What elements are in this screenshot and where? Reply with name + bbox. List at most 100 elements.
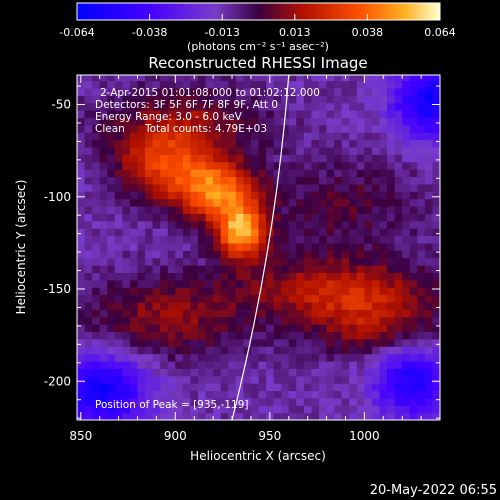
heatmap-cell (296, 294, 305, 303)
heatmap-cell (394, 198, 403, 207)
heatmap-cell (258, 213, 267, 222)
heatmap-cell (281, 331, 290, 340)
heatmap-cell (190, 228, 199, 237)
heatmap-cell (424, 331, 434, 340)
heatmap-cell (356, 287, 365, 296)
heatmap-cell (402, 390, 411, 399)
heatmap-cell (296, 117, 305, 126)
heatmap-cell (379, 294, 388, 303)
heatmap-cell (92, 132, 101, 141)
heatmap-cell (114, 294, 123, 303)
heatmap-cell (402, 183, 411, 192)
heatmap-cell (281, 360, 290, 369)
heatmap-cell (364, 360, 373, 369)
heatmap-cell (145, 191, 154, 200)
heatmap-cell (99, 412, 108, 420)
heatmap-cell (379, 257, 388, 266)
heatmap-cell (220, 198, 229, 207)
x-tick-label: 950 (258, 429, 281, 443)
heatmap-cell (334, 75, 343, 82)
heatmap-cell (107, 161, 116, 170)
heatmap-cell (326, 205, 335, 214)
heatmap-cell (107, 110, 116, 119)
heatmap-cell (356, 220, 365, 229)
heatmap-cell (417, 250, 426, 259)
heatmap-cell (114, 272, 123, 281)
heatmap-cell (296, 110, 305, 119)
heatmap-cell (122, 257, 131, 266)
heatmap-cell (311, 272, 320, 281)
heatmap-cell (417, 309, 426, 318)
heatmap-cell (129, 95, 139, 104)
heatmap-cell (114, 169, 123, 178)
heatmap-cell (311, 154, 320, 163)
heatmap-cell (205, 390, 214, 399)
heatmap-cell (152, 397, 161, 406)
heatmap-cell (379, 316, 388, 325)
heatmap-cell (432, 353, 440, 362)
heatmap-cell (409, 169, 418, 178)
heatmap-cell (220, 405, 229, 414)
heatmap-cell (167, 102, 176, 111)
heatmap-cell (394, 412, 403, 420)
heatmap-cell (213, 301, 222, 310)
heatmap-cell (394, 279, 403, 288)
heatmap-cell (288, 220, 297, 229)
heatmap-cell (409, 331, 418, 340)
heatmap-cell (114, 235, 123, 244)
heatmap-cell (99, 242, 108, 251)
heatmap-cell (92, 272, 101, 281)
heatmap-cell (92, 124, 101, 133)
heatmap-cell (99, 360, 108, 369)
heatmap-cell (266, 198, 275, 207)
heatmap-cell (114, 316, 123, 325)
heatmap-cell (228, 279, 237, 288)
heatmap-cell (432, 375, 440, 384)
heatmap-cell (424, 139, 434, 148)
heatmap-cell (311, 265, 320, 274)
heatmap-cell (296, 198, 305, 207)
heatmap-cell (303, 279, 313, 288)
heatmap-cell (122, 154, 131, 163)
heatmap-cell (152, 360, 161, 369)
y-axis-label: Heliocentric Y (arcsec) (14, 180, 28, 315)
heatmap-cell (198, 346, 207, 355)
colorbar-tick-label: 0.064 (424, 26, 456, 39)
heatmap-cell (99, 353, 108, 362)
heatmap-cell (160, 102, 169, 111)
heatmap-cell (296, 161, 305, 170)
heatmap-cell (311, 405, 320, 414)
heatmap-cell (371, 154, 381, 163)
heatmap-cell (387, 198, 396, 207)
heatmap-cell (273, 183, 282, 192)
heatmap-cell (334, 146, 343, 155)
heatmap-cell (288, 272, 297, 281)
heatmap-cell (311, 412, 320, 420)
heatmap-cell (77, 132, 86, 141)
heatmap-cell (228, 250, 237, 259)
heatmap-cell (182, 301, 192, 310)
heatmap-cell (92, 360, 101, 369)
heatmap-cell (160, 309, 169, 318)
heatmap-cell (114, 360, 123, 369)
heatmap-cell (205, 235, 214, 244)
heatmap-cell (417, 80, 426, 89)
heatmap-cell (341, 324, 350, 333)
heatmap-cell (424, 375, 434, 384)
heatmap-cell (175, 346, 184, 355)
heatmap-cell (220, 102, 229, 111)
heatmap-cell (273, 87, 282, 96)
heatmap-cell (258, 95, 267, 104)
heatmap-cell (394, 139, 403, 148)
heatmap-cell (266, 368, 275, 377)
heatmap-cell (364, 132, 373, 141)
heatmap-cell (160, 242, 169, 251)
heatmap-cell (296, 368, 305, 377)
heatmap-cell (250, 397, 260, 406)
heatmap-cell (114, 301, 123, 310)
heatmap-image (77, 75, 440, 420)
heatmap-cell (77, 87, 86, 96)
heatmap-cell (182, 235, 192, 244)
heatmap-cell (198, 205, 207, 214)
heatmap-cell (243, 383, 252, 392)
